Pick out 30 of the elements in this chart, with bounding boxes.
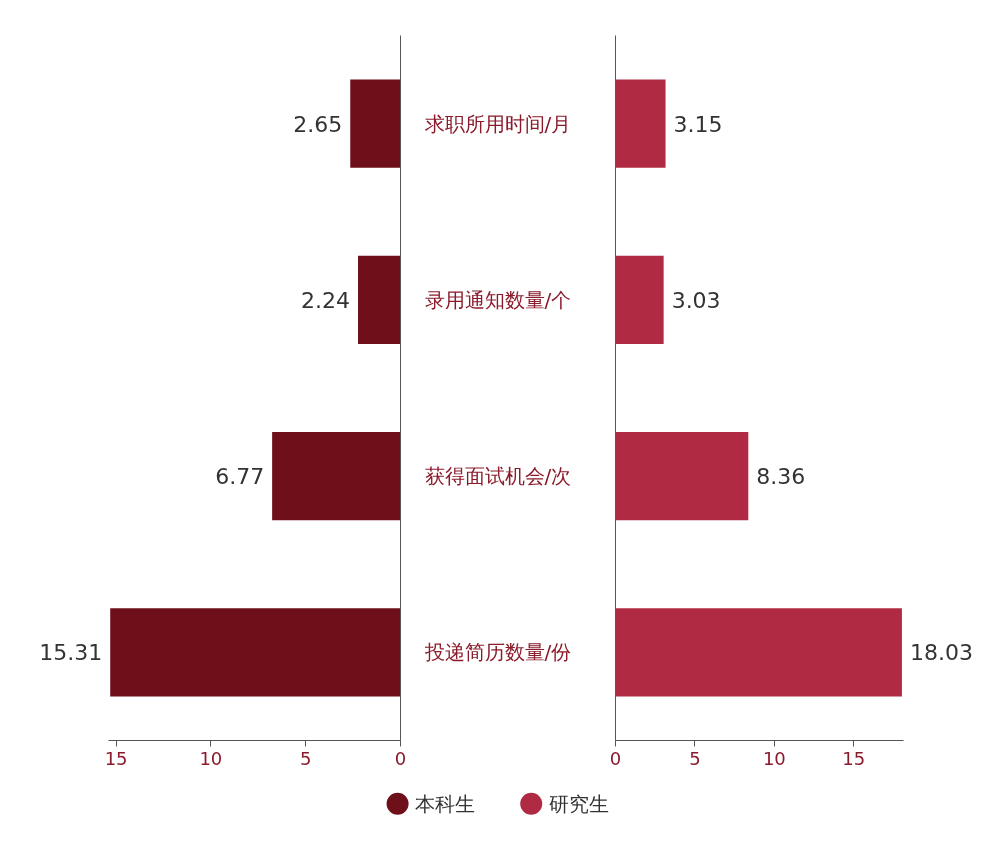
data-label: 6.77 — [215, 464, 265, 490]
bar — [358, 255, 401, 344]
y-tick-label: 获得面试机会/次 — [424, 464, 572, 489]
data-label: 8.36 — [756, 464, 806, 490]
bar — [350, 79, 401, 168]
bar — [272, 432, 401, 521]
x-tick-label: 5 — [689, 747, 701, 769]
x-tick-label: 10 — [762, 747, 786, 769]
legend-label: 研究生 — [549, 791, 610, 816]
data-label: 3.03 — [671, 287, 721, 313]
legend-label: 本科生 — [415, 791, 476, 816]
data-label: 18.03 — [909, 640, 973, 666]
x-tick-label: 0 — [609, 747, 622, 769]
x-tick-label: 5 — [299, 747, 312, 769]
data-label: 3.15 — [673, 111, 723, 137]
x-tick-label: 10 — [199, 747, 223, 769]
data-label: 15.31 — [39, 640, 103, 666]
bar — [110, 608, 401, 697]
y-tick-label: 录用通知数量/个 — [424, 287, 572, 312]
bar — [615, 255, 664, 344]
x-tick-label: 0 — [394, 747, 407, 769]
y-tick-label: 投递简历数量/份 — [423, 640, 572, 665]
x-tick-label: 15 — [842, 747, 866, 769]
x-tick-label: 15 — [104, 747, 128, 769]
bar — [615, 432, 749, 521]
y-tick-label: 求职所用时间/月 — [424, 111, 572, 136]
data-label: 2.65 — [293, 111, 343, 137]
bar — [615, 608, 902, 697]
data-label: 2.24 — [301, 287, 351, 313]
bar — [615, 79, 666, 168]
